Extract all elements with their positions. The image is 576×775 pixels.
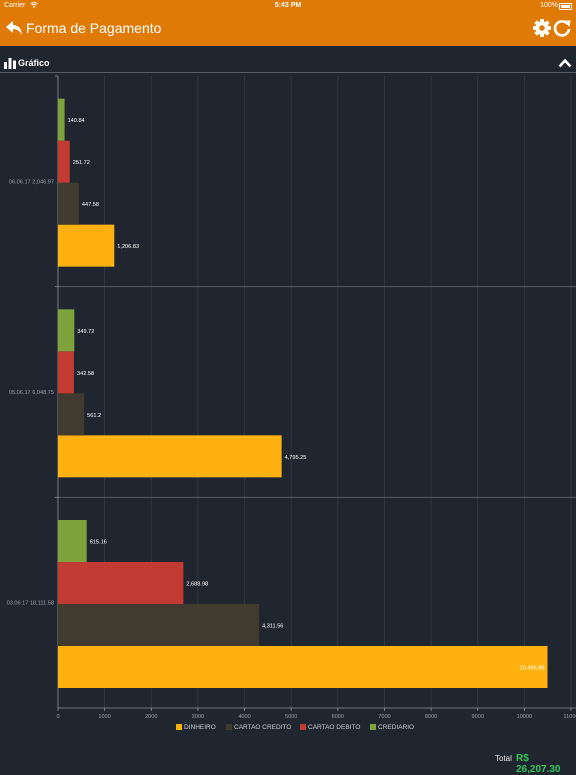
- bar-chart-icon: [4, 58, 16, 69]
- x-tick-label: 11000: [563, 714, 576, 720]
- legend-label: CARTAO DEBITO: [308, 724, 360, 731]
- legend-swatch: [300, 724, 306, 730]
- bar-value-label: 10,495.88: [520, 666, 545, 672]
- bar: [58, 351, 74, 394]
- refresh-icon[interactable]: [552, 18, 572, 38]
- bar: [58, 98, 65, 141]
- carrier-label: Carrier: [4, 2, 26, 9]
- page-title: Forma de Pagamento: [26, 20, 162, 36]
- bar-value-label: 140.84: [68, 118, 85, 124]
- legend-label: CARTAO CREDITO: [234, 724, 291, 731]
- legend-swatch: [226, 724, 232, 730]
- legend-swatch: [370, 724, 376, 730]
- bar: [58, 182, 79, 225]
- chart-section-header: Gráfico: [0, 54, 576, 73]
- bar: [58, 520, 87, 562]
- x-tick-label: 3000: [192, 714, 204, 720]
- navigation-bar: Forma de Pagamento: [0, 12, 576, 46]
- bar: [58, 646, 548, 688]
- x-tick-label: 7000: [378, 714, 390, 720]
- gear-icon[interactable]: [532, 18, 552, 38]
- x-tick-label: 8000: [425, 714, 437, 720]
- bar: [58, 140, 70, 183]
- x-tick-label: 5000: [285, 714, 297, 720]
- x-tick-label: 9000: [472, 714, 484, 720]
- category-label: 03.06.17 18,111.58: [7, 601, 54, 607]
- battery-icon: [559, 3, 572, 10]
- bar: [58, 224, 115, 267]
- category-label: 06.06.17 2,046.97: [9, 179, 54, 185]
- payment-chart: 1,206.83 4,795.25 10,495.88 447.58 561.2 4,31…: [7, 75, 576, 731]
- x-tick-label: 6000: [332, 714, 344, 720]
- bar: [58, 309, 75, 352]
- category-label: 05.06.17 6,048.75: [9, 390, 54, 396]
- bar-value-label: 4,795.25: [285, 455, 307, 461]
- legend-label: DINHEIRO: [184, 724, 216, 731]
- bar-value-label: 561.2: [87, 413, 101, 419]
- bar-value-label: 2,688.98: [186, 582, 208, 588]
- x-tick-label: 10000: [517, 714, 533, 720]
- x-tick-label: 1000: [98, 714, 110, 720]
- bar: [58, 604, 260, 646]
- bar-value-label: 447.58: [82, 202, 99, 208]
- bar-value-label: 1,206.83: [117, 244, 139, 250]
- battery-percent: 100%: [540, 2, 558, 9]
- x-tick-label: 0: [56, 714, 59, 720]
- total-label: Total: [495, 754, 512, 763]
- bar: [58, 393, 85, 436]
- wifi-icon: [30, 2, 38, 8]
- chevron-up-icon[interactable]: [558, 57, 572, 69]
- section-title: Gráfico: [18, 58, 50, 68]
- bar-value-label: 4,311.56: [262, 624, 283, 630]
- x-tick-label: 4000: [238, 714, 250, 720]
- bar-value-label: 615.16: [90, 540, 107, 546]
- x-tick-label: 2000: [145, 714, 157, 720]
- legend-swatch: [176, 724, 182, 730]
- clock: 5:43 PM: [274, 2, 302, 9]
- back-arrow-icon[interactable]: [5, 18, 23, 38]
- total-value: R$ 26,207.30: [516, 753, 561, 775]
- bar-value-label: 342.58: [77, 371, 94, 377]
- bar: [58, 435, 282, 478]
- bar: [58, 562, 184, 604]
- bar-value-label: 251.72: [73, 160, 90, 166]
- legend-label: CREDIARIO: [378, 724, 414, 731]
- status-bar: Carrier 5:43 PM 100%: [0, 0, 576, 12]
- bar-value-label: 349.72: [77, 329, 94, 335]
